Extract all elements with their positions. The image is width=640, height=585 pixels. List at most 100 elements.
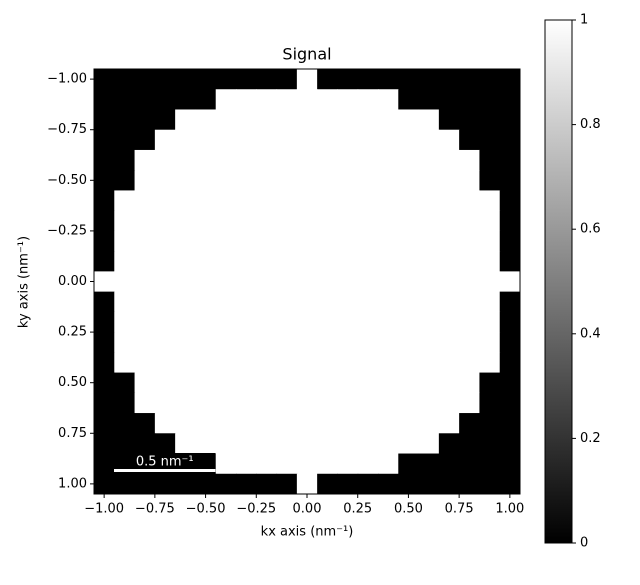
heatmap-cell — [236, 433, 257, 455]
heatmap-cell — [256, 129, 278, 151]
colorbar-tick-label: 0.6 — [580, 222, 601, 237]
heatmap-cell — [114, 372, 136, 394]
heatmap-cell — [276, 251, 298, 272]
x-axis-label: kx axis (nm⁻¹) — [261, 525, 354, 540]
heatmap-cell — [499, 170, 521, 191]
heatmap-cell — [195, 271, 217, 293]
heatmap-cell — [154, 473, 176, 495]
heatmap-cell — [499, 271, 521, 293]
heatmap-cell — [479, 210, 501, 232]
heatmap-cell — [94, 69, 115, 90]
heatmap-cell — [195, 413, 217, 434]
heatmap-cell — [438, 210, 460, 232]
heatmap-cell — [296, 170, 318, 191]
colorbar-tick-label: 1 — [580, 13, 588, 28]
heatmap-cell — [134, 473, 156, 495]
heatmap-cell — [438, 69, 460, 90]
heatmap-cell — [296, 109, 318, 131]
heatmap-cell — [438, 352, 460, 374]
heatmap-cell — [134, 433, 156, 455]
x-tick-label: −0.25 — [236, 502, 276, 517]
heatmap-cell — [256, 210, 278, 232]
heatmap-cell — [296, 190, 318, 212]
heatmap-cell — [459, 251, 480, 272]
heatmap-cell — [398, 109, 420, 131]
heatmap-cell — [215, 190, 237, 212]
heatmap-cell — [438, 311, 460, 333]
heatmap-cell — [276, 109, 298, 131]
heatmap-cell — [479, 89, 501, 110]
heatmap-cell — [175, 69, 196, 90]
heatmap-cell — [418, 170, 440, 191]
heatmap-cell — [438, 271, 460, 293]
heatmap-cell — [438, 433, 460, 455]
heatmap-cell — [317, 109, 338, 131]
heatmap-cell — [459, 291, 480, 313]
heatmap-cell — [154, 230, 176, 252]
heatmap-cell — [398, 332, 420, 353]
heatmap-cell — [438, 372, 460, 394]
heatmap-cell — [317, 190, 338, 212]
heatmap-cell — [134, 251, 156, 272]
heatmap-cell — [195, 291, 217, 313]
heatmap-cell — [236, 89, 257, 110]
scalebar-label: 0.5 nm⁻¹ — [136, 455, 194, 470]
heatmap-cell — [256, 109, 278, 131]
heatmap-cell — [256, 251, 278, 272]
heatmap-cell — [398, 291, 420, 313]
heatmap-cell — [479, 190, 501, 212]
heatmap-cell — [499, 453, 521, 475]
heatmap-cell — [438, 129, 460, 151]
heatmap-cell — [256, 170, 278, 191]
heatmap-cell — [94, 170, 115, 191]
heatmap-cell — [195, 109, 217, 131]
heatmap-cell — [134, 291, 156, 313]
heatmap-cell — [276, 230, 298, 252]
heatmap-cell — [459, 332, 480, 353]
heatmap-cell — [378, 271, 399, 293]
heatmap-cell — [236, 271, 257, 293]
heatmap-cell — [418, 311, 440, 333]
x-tick-label: 0.75 — [445, 502, 474, 517]
heatmap-cell — [215, 433, 237, 455]
heatmap-cell — [94, 190, 115, 212]
heatmap-cell — [154, 109, 176, 131]
heatmap-cell — [479, 453, 501, 475]
heatmap-cell — [175, 372, 196, 394]
heatmap-cell — [276, 352, 298, 374]
heatmap-cell — [276, 271, 298, 293]
heatmap-cell — [418, 230, 440, 252]
heatmap-cell — [256, 352, 278, 374]
heatmap-cell — [499, 69, 521, 90]
heatmap-cell — [418, 251, 440, 272]
heatmap-cell — [114, 271, 136, 293]
heatmap-cell — [357, 149, 379, 171]
heatmap-cell — [296, 332, 318, 353]
heatmap-cell — [398, 190, 420, 212]
heatmap-cell — [236, 230, 257, 252]
heatmap-cell — [296, 251, 318, 272]
heatmap-cell — [479, 372, 501, 394]
heatmap-cell — [154, 271, 176, 293]
heatmap-cell — [317, 372, 338, 394]
heatmap-cell — [114, 170, 136, 191]
heatmap-cell — [236, 392, 257, 414]
heatmap-cell — [175, 129, 196, 151]
heatmap-cell — [114, 352, 136, 374]
heatmap-cell — [175, 291, 196, 313]
heatmap-cell — [378, 190, 399, 212]
heatmap-cell — [337, 109, 359, 131]
heatmap-cell — [418, 109, 440, 131]
heatmap-cell — [114, 291, 136, 313]
heatmap-cell — [195, 433, 217, 455]
heatmap-cell — [175, 332, 196, 353]
heatmap-cell — [256, 149, 278, 171]
heatmap-cell — [114, 473, 136, 495]
heatmap-cell — [438, 413, 460, 434]
heatmap-cell — [175, 392, 196, 414]
heatmap-cell — [114, 89, 136, 110]
y-tick-label: −0.25 — [47, 223, 87, 238]
heatmap-cell — [357, 392, 379, 414]
heatmap-cell — [479, 69, 501, 90]
